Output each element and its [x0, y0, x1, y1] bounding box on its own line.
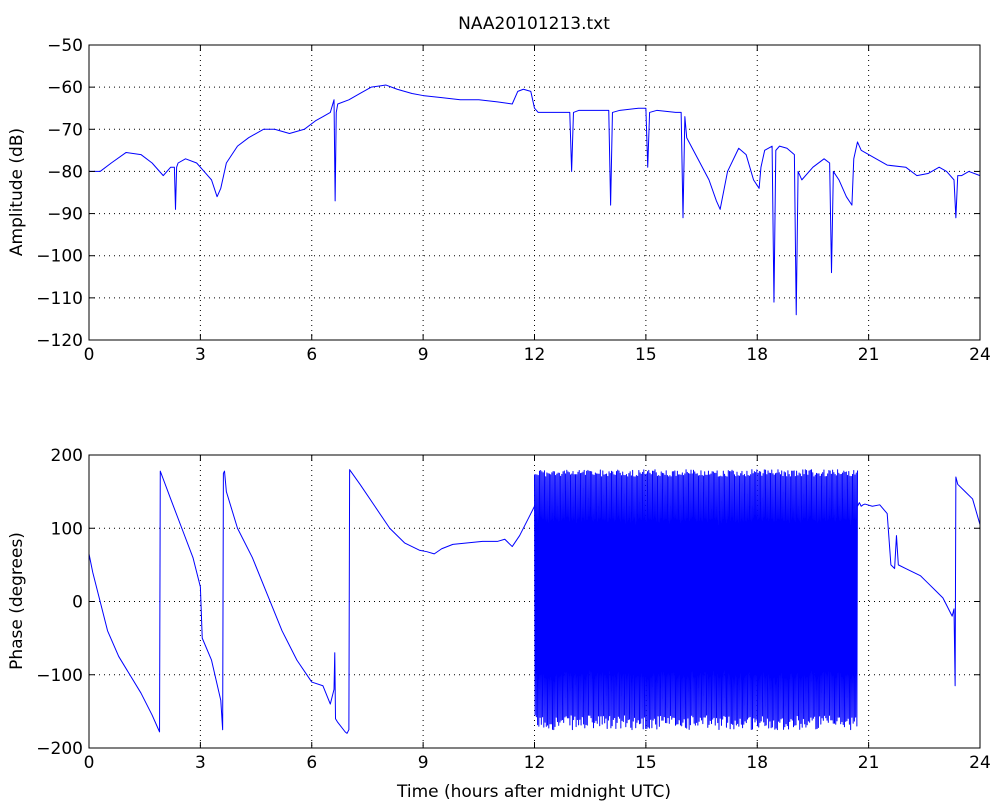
- figure-title: NAA20101213.txt: [458, 14, 610, 34]
- amplitude-y-tick-label: −120: [36, 331, 83, 351]
- amplitude-plot: 0 3 6 9 12 15 18 21 24 −120 −110 −100 −90 −80 −70 −60 −5…: [7, 36, 991, 365]
- amplitude-x-tick-label: 18: [746, 345, 768, 365]
- phase-x-tick-label: 6: [306, 753, 317, 773]
- phase-x-tick-label: 18: [746, 753, 768, 773]
- phase-y-tick-label: 100: [51, 519, 83, 539]
- phase-x-tick-label: 9: [418, 753, 429, 773]
- amplitude-x-tick-label: 9: [418, 345, 429, 365]
- amplitude-x-tick-label: 12: [524, 345, 546, 365]
- phase-ylabel: Phase (degrees): [7, 532, 27, 670]
- phase-y-tick-label: 200: [51, 446, 83, 466]
- amplitude-x-tick-label: 21: [858, 345, 880, 365]
- amplitude-x-tick-label: 6: [306, 345, 317, 365]
- phase-x-tick-label: 3: [195, 753, 206, 773]
- amplitude-x-tick-label: 3: [195, 345, 206, 365]
- phase-y-tick-label: 0: [72, 593, 83, 613]
- phase-ticks: 0 3 6 9 12 15 18 21 24 −200 −100 0 100 200: [36, 446, 991, 773]
- phase-x-tick-label: 15: [635, 753, 657, 773]
- phase-x-tick-label: 21: [858, 753, 880, 773]
- amplitude-x-tick-label: 15: [635, 345, 657, 365]
- phase-y-tick-label: −100: [36, 666, 83, 686]
- amplitude-x-tick-label: 0: [84, 345, 95, 365]
- phase-y-tick-label: −200: [36, 739, 83, 759]
- phase-x-tick-label: 0: [84, 753, 95, 773]
- phase-series-line-0: [88, 469, 535, 734]
- phase-x-tick-label: 24: [969, 753, 991, 773]
- amplitude-y-tick-label: −100: [36, 247, 83, 267]
- phase-series-line-1: [534, 469, 858, 731]
- amplitude-line: [89, 84, 981, 316]
- amplitude-ticks: 0 3 6 9 12 15 18 21 24 −120 −110 −100 −90 −80 −70 −60 −5…: [36, 36, 991, 365]
- amplitude-y-tick-label: −90: [47, 205, 83, 225]
- amplitude-y-tick-label: −60: [47, 78, 83, 98]
- phase-plot: 0 3 6 9 12 15 18 21 24 −200 −100 0 100 200 Phase (deg…: [7, 446, 991, 802]
- phase-xlabel: Time (hours after midnight UTC): [396, 782, 671, 802]
- amplitude-y-tick-label: −110: [36, 289, 83, 309]
- phase-series-line-2: [857, 476, 981, 687]
- amplitude-series-line-0: [89, 84, 981, 316]
- amplitude-ylabel: Amplitude (dB): [7, 128, 27, 256]
- phase-x-tick-label: 12: [524, 753, 546, 773]
- phase-line: [88, 469, 981, 734]
- amplitude-grid: [89, 45, 980, 340]
- amplitude-x-tick-label: 24: [969, 345, 991, 365]
- amplitude-y-tick-label: −50: [47, 36, 83, 56]
- amplitude-y-tick-label: −80: [47, 162, 83, 182]
- amplitude-y-tick-label: −70: [47, 120, 83, 140]
